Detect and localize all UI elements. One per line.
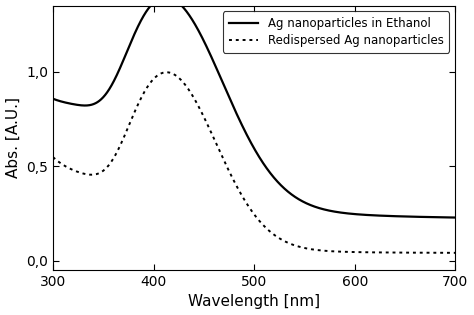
Redispersed Ag nanoparticles: [441, 251, 447, 255]
Ag nanoparticles in Ethanol: [441, 215, 447, 219]
Redispersed Ag nanoparticles: [367, 250, 373, 254]
Redispersed Ag nanoparticles: [246, 205, 252, 209]
Ag nanoparticles in Ethanol: [235, 115, 241, 119]
Y-axis label: Abs. [A.U.]: Abs. [A.U.]: [6, 97, 20, 178]
Redispersed Ag nanoparticles: [164, 70, 169, 74]
Line: Ag nanoparticles in Ethanol: Ag nanoparticles in Ethanol: [53, 0, 456, 218]
Legend: Ag nanoparticles in Ethanol, Redispersed Ag nanoparticles: Ag nanoparticles in Ethanol, Redispersed…: [223, 11, 449, 53]
Ag nanoparticles in Ethanol: [246, 137, 252, 140]
Ag nanoparticles in Ethanol: [441, 215, 447, 219]
Ag nanoparticles in Ethanol: [453, 216, 458, 220]
Ag nanoparticles in Ethanol: [71, 102, 76, 106]
Ag nanoparticles in Ethanol: [50, 97, 56, 100]
X-axis label: Wavelength [nm]: Wavelength [nm]: [188, 295, 320, 309]
Redispersed Ag nanoparticles: [453, 251, 458, 255]
Redispersed Ag nanoparticles: [441, 251, 447, 255]
Ag nanoparticles in Ethanol: [367, 213, 373, 217]
Redispersed Ag nanoparticles: [71, 168, 76, 172]
Redispersed Ag nanoparticles: [50, 155, 56, 159]
Line: Redispersed Ag nanoparticles: Redispersed Ag nanoparticles: [53, 72, 456, 253]
Redispersed Ag nanoparticles: [235, 187, 241, 191]
